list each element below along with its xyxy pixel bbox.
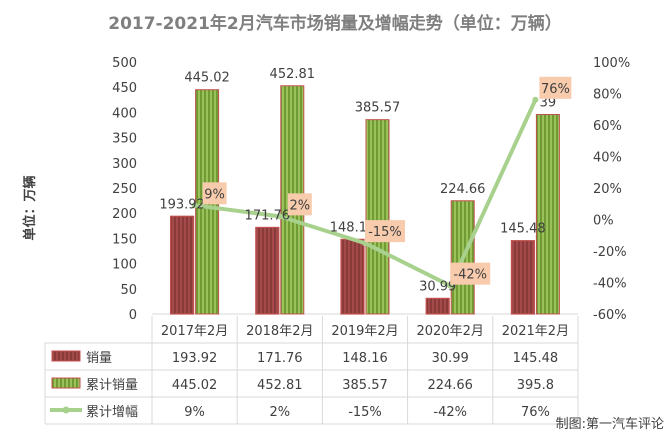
growth-label: 2%: [289, 198, 310, 213]
chart-title: 2017-2021年2月汽车市场销量及增幅走势（单位：万辆）: [108, 13, 562, 34]
bar-sales: [425, 297, 450, 315]
legend-swatch-growth-point: [62, 406, 70, 414]
category-label: 2019年2月: [331, 324, 398, 339]
table-cell: -42%: [433, 405, 467, 420]
right-tick-label: -40%: [593, 277, 627, 292]
bar-cumulative: [365, 119, 390, 315]
left-tick-label: 500: [112, 56, 137, 71]
category-label: 2017年2月: [161, 324, 228, 339]
category-label: 2018年2月: [246, 324, 313, 339]
table-cell: 9%: [184, 405, 205, 420]
growth-label: 9%: [204, 187, 225, 202]
right-tick-label: -20%: [593, 245, 627, 260]
left-tick-label: 350: [112, 132, 137, 147]
left-tick-label: 450: [112, 81, 137, 96]
label-cumulative: 445.02: [184, 71, 230, 86]
growth-label: -42%: [453, 268, 487, 283]
table-cell: 385.57: [342, 378, 388, 393]
growth-label-box: [287, 193, 312, 216]
left-tick-label: 100: [112, 258, 137, 273]
label-cumulative: 39: [540, 96, 557, 111]
bar-sales: [255, 226, 280, 315]
table-cell: 2%: [269, 405, 290, 420]
label-sales: 148.16: [330, 220, 376, 235]
right-tick-label: 80%: [593, 88, 622, 103]
label-sales: 30.99: [419, 279, 456, 294]
table-cell: 395.8: [517, 378, 554, 393]
right-tick-label: 100%: [593, 56, 630, 71]
table-cell: 148.16: [342, 351, 388, 366]
label-cumulative: 224.66: [440, 182, 486, 197]
growth-point: [532, 96, 539, 103]
growth-point: [191, 202, 198, 209]
table-cell: 30.99: [432, 351, 469, 366]
source-note: 制图:第一汽车评论: [556, 416, 664, 432]
left-tick-label: 400: [112, 106, 137, 121]
bar-sales: [510, 240, 535, 315]
category-label: 2021年2月: [502, 324, 569, 339]
data-labels: 193.92 445.02 171.76 452.81 148.16 385.57 30.9…: [159, 67, 572, 294]
category-label: 2020年2月: [417, 324, 484, 339]
left-tick-label: 300: [112, 157, 137, 172]
table-cell: -15%: [348, 405, 382, 420]
growth-label: -15%: [368, 225, 402, 240]
right-tick-label: 0%: [593, 214, 614, 229]
label-sales: 193.92: [159, 197, 205, 212]
table-cell: 171.76: [257, 351, 303, 366]
table-cell: 224.66: [427, 378, 473, 393]
table-cell: 445.02: [172, 378, 218, 393]
growth-label-box: [450, 262, 491, 285]
right-tick-label: -60%: [593, 308, 627, 323]
table-row-name: 累计销量: [86, 378, 138, 393]
label-sales: 145.48: [500, 222, 546, 237]
bars: [170, 85, 560, 315]
table-row-name: 销量: [86, 351, 112, 366]
legend-swatch-cumulative: [51, 377, 81, 389]
growth-point: [276, 213, 283, 220]
right-axis: -60% -40% -20% 0% 20% 40% 60% 80% 100%: [593, 56, 630, 323]
table-cell: 193.92: [172, 351, 218, 366]
left-tick-label: 250: [112, 182, 137, 197]
label-cumulative: 385.57: [355, 101, 401, 116]
growth-label: 76%: [541, 82, 570, 97]
table-cell: 145.48: [513, 351, 559, 366]
table-cell: 76%: [521, 405, 550, 420]
bar-cumulative: [535, 114, 560, 315]
table-row-name: 累计增幅: [86, 405, 138, 420]
y-axis-label: 单位：万辆: [22, 175, 38, 240]
growth-line: [191, 96, 539, 289]
label-cumulative: 452.81: [270, 67, 316, 82]
left-axis: 0 50 100 150 200 250 300 350 400 450 500: [112, 56, 578, 323]
legend-swatch-sales: [51, 350, 81, 362]
growth-label-box: [202, 182, 227, 205]
left-tick-label: 50: [120, 283, 137, 298]
left-tick-label: 200: [112, 207, 137, 222]
right-tick-label: 60%: [593, 119, 622, 134]
label-sales: 171.76: [245, 208, 291, 223]
growth-label-box: [539, 76, 572, 99]
bar-sales: [170, 215, 195, 315]
left-tick-label: 0: [129, 308, 137, 323]
bar-sales: [340, 238, 365, 315]
left-tick-label: 150: [112, 232, 137, 247]
growth-label-box: [365, 220, 405, 243]
table-cell: 452.81: [257, 378, 303, 393]
right-tick-label: 20%: [593, 182, 622, 197]
right-tick-label: 40%: [593, 151, 622, 166]
